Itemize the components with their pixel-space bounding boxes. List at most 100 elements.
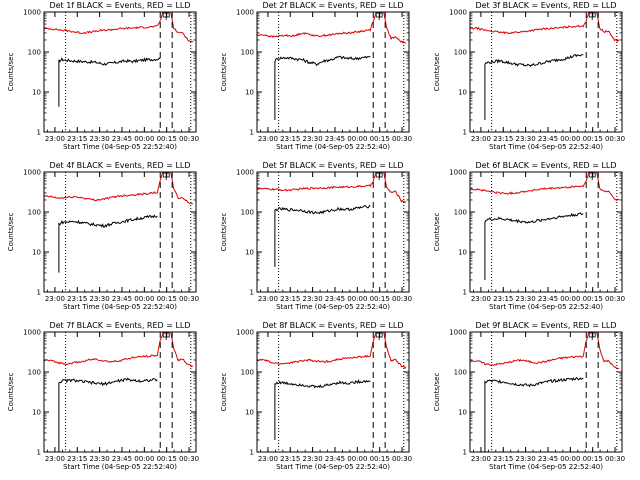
y-tick-label: 100	[241, 209, 254, 217]
axes-frame	[469, 331, 623, 453]
chart-svg: Det 3f BLACK = Events, RED = LLD 1 10 100 10…	[433, 1, 625, 151]
events-series-line	[58, 57, 161, 107]
x-tick-label: 23:30	[516, 295, 536, 303]
x-tick-label: 00:15	[157, 455, 177, 463]
x-tick-label: 00:00	[347, 455, 367, 463]
y-axis-label: Counts/sec	[7, 213, 15, 252]
x-tick-label: 23:30	[90, 295, 110, 303]
y-tick-label: 1	[250, 449, 254, 457]
x-tick-label: 23:45	[538, 455, 558, 463]
x-tick-label: 00:30	[179, 135, 199, 143]
series-group	[44, 172, 194, 273]
x-tick-label: 23:45	[325, 135, 345, 143]
x-tick-label: 23:15	[493, 135, 513, 143]
x-tick-label: 23:00	[258, 295, 278, 303]
y-tick-label: 1	[37, 289, 41, 297]
chart-svg: Det 7f BLACK = Events, RED = LLD 1 10 100 10…	[7, 321, 199, 471]
y-tick-label: 1000	[23, 9, 41, 17]
y-tick-label: 100	[28, 49, 41, 57]
x-tick-label: 23:00	[471, 455, 491, 463]
events-series-line	[58, 214, 158, 273]
events-series-line	[484, 377, 584, 452]
y-tick-label: 10	[32, 249, 41, 257]
x-tick-label: 00:15	[370, 455, 390, 463]
x-tick-label: 23:45	[112, 135, 132, 143]
x-tick-label: 00:30	[392, 295, 412, 303]
events-series-line	[484, 54, 584, 120]
y-tick-label: 100	[454, 209, 467, 217]
lld-series-line	[470, 172, 620, 201]
x-tick-label: 00:30	[179, 295, 199, 303]
x-tick-label: 23:00	[471, 295, 491, 303]
events-series-line	[274, 378, 371, 440]
y-axis-label: Counts/sec	[220, 53, 228, 92]
x-axis-label: Start Time (04-Sep-05 22:52:40)	[63, 463, 177, 471]
x-tick-label: 00:15	[583, 455, 603, 463]
x-tick-label: 23:15	[280, 135, 300, 143]
chart-svg: Det 1f BLACK = Events, RED = LLD 1 10 100 10…	[7, 1, 199, 151]
y-tick-label: 10	[458, 249, 467, 257]
series-group	[44, 332, 194, 452]
y-tick-label: 100	[454, 369, 467, 377]
x-axis-label: Start Time (04-Sep-05 22:52:40)	[276, 303, 390, 311]
lld-series-line	[257, 172, 407, 203]
chart-svg: Det 4f BLACK = Events, RED = LLD 1 10 100 10…	[7, 161, 199, 311]
y-tick-label: 1000	[23, 169, 41, 177]
y-tick-label: 100	[241, 49, 254, 57]
series-group	[470, 332, 620, 452]
events-series-line	[58, 377, 158, 452]
x-tick-label: 23:45	[538, 135, 558, 143]
y-tick-label: 1000	[449, 169, 467, 177]
y-tick-label: 1	[250, 129, 254, 137]
x-tick-label: 00:30	[392, 455, 412, 463]
y-tick-label: 10	[245, 409, 254, 417]
x-tick-label: 23:30	[90, 455, 110, 463]
y-tick-label: 10	[245, 89, 254, 97]
series-group	[470, 12, 620, 120]
y-axis-label: Counts/sec	[7, 373, 15, 412]
y-tick-label: 10	[32, 409, 41, 417]
x-tick-label: 23:00	[258, 135, 278, 143]
x-tick-label: 00:00	[134, 295, 154, 303]
chart-svg: Det 9f BLACK = Events, RED = LLD 1 10 100 10…	[433, 321, 625, 471]
y-axis-label: Counts/sec	[220, 213, 228, 252]
x-tick-label: 23:30	[516, 455, 536, 463]
y-tick-label: 1	[37, 449, 41, 457]
y-tick-label: 100	[454, 49, 467, 57]
x-tick-label: 00:00	[347, 135, 367, 143]
y-tick-label: 1000	[449, 329, 467, 337]
x-axis-label: Start Time (04-Sep-05 22:52:40)	[489, 143, 603, 151]
y-axis-label: Counts/sec	[433, 373, 441, 412]
chart-svg: Det 6f BLACK = Events, RED = LLD 1 10 100 10…	[433, 161, 625, 311]
x-tick-label: 23:45	[325, 455, 345, 463]
series-group	[257, 332, 407, 440]
y-tick-label: 1000	[23, 329, 41, 337]
y-tick-label: 1	[463, 129, 467, 137]
x-tick-label: 00:30	[605, 295, 625, 303]
detector-panel-2: Det 2f BLACK = Events, RED = LLD 1 10 100 10…	[213, 0, 426, 160]
chart-title: Det 5f BLACK = Events, RED = LLD	[262, 161, 403, 170]
axes-frame	[469, 171, 623, 293]
y-tick-label: 100	[28, 369, 41, 377]
x-tick-label: 23:30	[303, 135, 323, 143]
x-tick-label: 23:45	[112, 295, 132, 303]
x-axis-label: Start Time (04-Sep-05 22:52:40)	[63, 303, 177, 311]
x-tick-label: 23:00	[471, 135, 491, 143]
x-tick-label: 23:00	[258, 455, 278, 463]
chart-title: Det 7f BLACK = Events, RED = LLD	[49, 321, 190, 330]
series-group	[257, 12, 407, 120]
x-tick-label: 00:15	[157, 135, 177, 143]
x-tick-label: 23:00	[45, 295, 65, 303]
chart-title: Det 2f BLACK = Events, RED = LLD	[262, 1, 403, 10]
lld-series-line	[470, 12, 620, 43]
x-tick-label: 00:00	[560, 295, 580, 303]
axes-frame	[43, 171, 197, 293]
x-tick-label: 23:45	[112, 455, 132, 463]
x-tick-label: 23:15	[67, 295, 87, 303]
lld-series-line	[44, 172, 194, 205]
x-tick-label: 00:00	[560, 455, 580, 463]
x-tick-label: 23:45	[538, 295, 558, 303]
events-series-line	[274, 204, 371, 267]
detector-panel-7: Det 7f BLACK = Events, RED = LLD 1 10 100 10…	[0, 320, 213, 480]
